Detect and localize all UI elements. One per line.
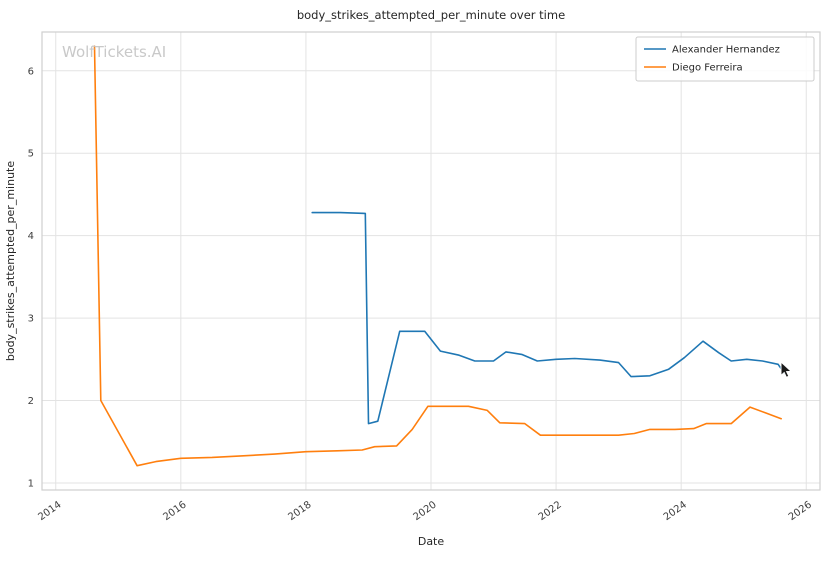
watermark: WolfTickets.AI (62, 43, 166, 61)
plot-area: 2014 2016 2018 2020 2022 2024 2026 1 2 3 4 5 6 (28, 31, 821, 523)
legend-label-alexander: Alexander Hernandez (672, 45, 780, 56)
x-tick-label: 2022 (537, 499, 564, 523)
x-tick-label: 2018 (286, 499, 313, 523)
x-tick-label: 2026 (787, 499, 814, 523)
plot-frame (41, 31, 821, 491)
legend-label-diego: Diego Ferreira (672, 63, 743, 74)
x-tick-label: 2020 (412, 499, 439, 523)
legend: Alexander Hernandez Diego Ferreira (635, 36, 815, 82)
series-line-1 (93, 45, 783, 467)
y-axis-label: body_strikes_attempted_per_minute (4, 161, 17, 361)
x-axis-label: Date (418, 535, 445, 548)
x-tick-label: 2014 (36, 499, 63, 523)
y-tick-label: 1 (28, 479, 34, 490)
y-tick-label: 3 (28, 314, 34, 325)
legend-frame (635, 36, 815, 82)
x-tick-label: 2024 (662, 499, 689, 523)
y-tick-label: 4 (28, 231, 34, 242)
mouse-cursor (780, 360, 793, 378)
x-tick-label: 2016 (161, 499, 188, 523)
y-tick-label: 5 (28, 149, 34, 160)
chart-title: body_strikes_attempted_per_minute over t… (297, 8, 565, 22)
y-tick-label: 6 (28, 66, 34, 77)
series-line-0 (311, 211, 786, 425)
y-tick-label: 2 (28, 396, 34, 407)
